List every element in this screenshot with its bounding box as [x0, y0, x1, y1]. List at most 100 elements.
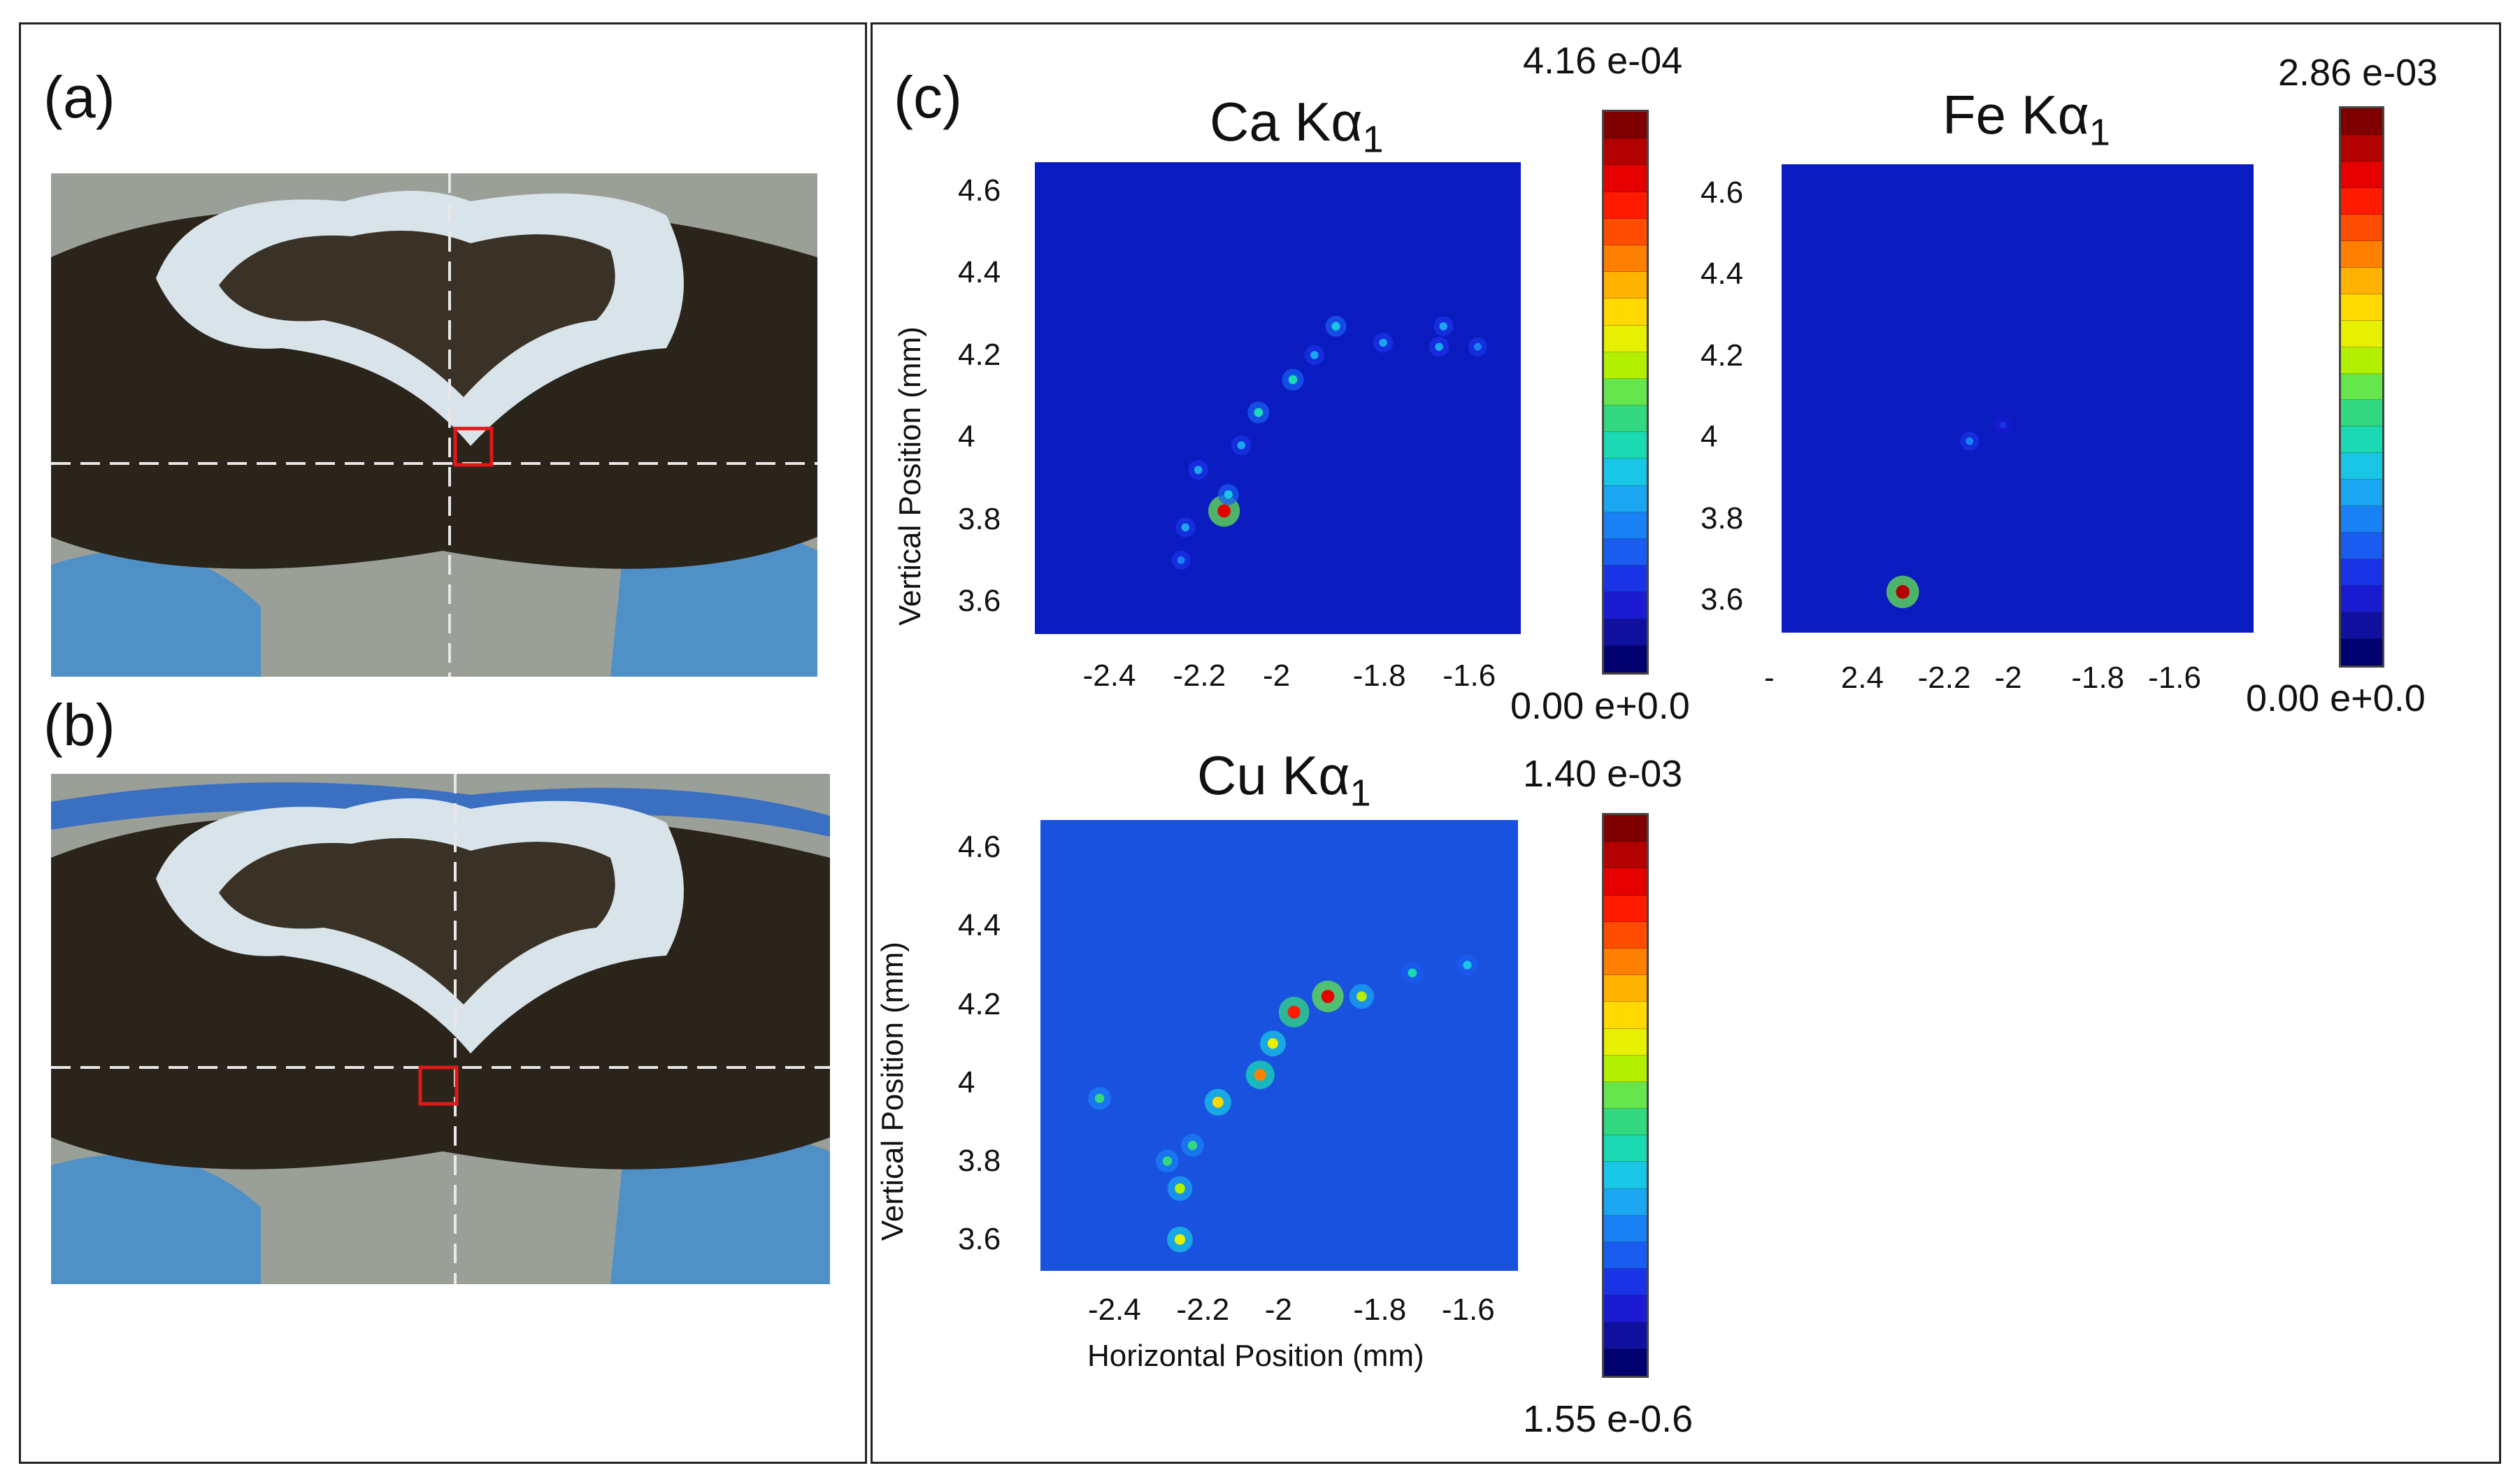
photo-b	[51, 774, 830, 1284]
x-tick-label: -2.2	[1176, 1293, 1230, 1327]
hotspot-point	[1267, 1038, 1279, 1049]
x-tick-label: -1.8	[1352, 659, 1406, 693]
heatmap-canvas	[1035, 162, 1521, 634]
fe-heatmap	[1782, 164, 2254, 633]
hotspot-point	[1254, 408, 1263, 417]
hotspot-point	[1212, 1096, 1224, 1108]
hotspot-point	[1224, 490, 1233, 499]
heatmap-background	[1782, 164, 2254, 633]
x-tick-label: -2.4	[1087, 1293, 1141, 1327]
hotspot-point	[1435, 343, 1443, 351]
y-tick-label: 3.8	[958, 501, 1001, 536]
photo-a-image	[51, 173, 817, 677]
colorbar-step	[2341, 161, 2382, 188]
colorbar-step	[1604, 272, 1647, 299]
colorbar-step	[2341, 559, 2382, 587]
hotspot-point	[1174, 1234, 1186, 1245]
y-tick-label: 4.2	[958, 986, 1001, 1021]
y-tick-label: 4.2	[1701, 338, 1744, 373]
y-tick-label: 4.2	[958, 337, 1001, 372]
x-tick-label: 2.4	[1840, 661, 1884, 695]
colorbar-step	[1604, 815, 1647, 842]
x-tick-label: -2.4	[1082, 659, 1136, 693]
ca-colorbar-min: 0.00 e+0.0	[1510, 685, 1690, 727]
y-tick-label: 4	[958, 419, 975, 454]
hotspot-point	[1254, 1069, 1266, 1081]
hotspot-point	[1473, 343, 1482, 351]
hotspot-point	[1187, 1140, 1198, 1151]
colorbar-step	[1604, 1269, 1647, 1296]
ca-ylabel: Vertical Position (mm)	[893, 326, 927, 626]
colorbar-step	[1604, 405, 1647, 433]
colorbar-step	[1604, 112, 1647, 139]
ca-colorbar	[1602, 110, 1649, 675]
hotspot-point	[1439, 322, 1448, 331]
colorbar-step	[1604, 1242, 1647, 1269]
fe-colorbar-max: 2.86 e-03	[2278, 52, 2438, 94]
hotspot-point	[1194, 466, 1203, 475]
y-tick-label: 4.6	[958, 173, 1001, 208]
colorbar-step	[1604, 378, 1647, 406]
colorbar-step	[2341, 294, 2382, 321]
hotspot-point	[1287, 1005, 1301, 1019]
colorbar-step	[1604, 868, 1647, 895]
colorbar-step	[1604, 975, 1647, 1002]
colorbar-step	[1604, 218, 1647, 245]
x-tick-label: -	[1763, 661, 1775, 695]
hotspot-point	[1463, 960, 1472, 970]
hotspot-point	[1321, 989, 1335, 1003]
hotspot-point	[1966, 437, 1974, 445]
ca-title-text: Ca Kα	[1210, 91, 1363, 152]
x-tick-label: -2	[1263, 659, 1291, 693]
colorbar-step	[1604, 842, 1647, 869]
colorbar-step	[2341, 347, 2382, 374]
hotspot-point	[1288, 375, 1298, 384]
y-tick-label: 3.8	[958, 1143, 1001, 1178]
hotspot-point	[1181, 523, 1190, 532]
colorbar-step	[2341, 506, 2382, 533]
cu-colorbar-max: 1.40 e-03	[1523, 753, 1683, 795]
cu-title-sub: 1	[1350, 772, 1371, 814]
x-tick-label: -2.2	[1917, 661, 1971, 695]
colorbar-step	[1604, 138, 1647, 166]
cu-colorbar	[1602, 813, 1649, 1378]
colorbar-step	[2341, 586, 2382, 613]
colorbar-step	[1604, 459, 1647, 486]
cu-xlabel: Horizontal Position (mm)	[1087, 1339, 1424, 1373]
colorbar-step	[1604, 298, 1647, 326]
fe-title-text: Fe Kα	[1942, 84, 2089, 145]
y-tick-label: 4	[958, 1065, 975, 1100]
panel-label-a: (a)	[43, 64, 115, 130]
hotspot-point	[1379, 338, 1387, 347]
colorbar-step	[1604, 566, 1647, 593]
colorbar-step	[2341, 400, 2382, 427]
colorbar-step	[1604, 619, 1647, 646]
hotspot-point	[1408, 968, 1417, 978]
ca-heatmap	[1035, 162, 1521, 634]
colorbar-step	[2341, 108, 2382, 135]
colorbar-step	[1604, 1028, 1647, 1056]
heatmap-canvas	[1782, 164, 2254, 633]
hotspot-point	[1175, 1183, 1185, 1194]
colorbar-step	[1604, 1081, 1647, 1109]
colorbar-step	[1604, 1135, 1647, 1163]
colorbar-step	[2341, 240, 2382, 268]
y-tick-label: 4	[1701, 419, 1718, 454]
cu-ylabel: Vertical Position (mm)	[875, 942, 910, 1241]
cu-heatmap	[1040, 820, 1518, 1271]
colorbar-step	[1604, 352, 1647, 379]
fe-colorbar-min: 0.00 e+0.0	[2246, 677, 2426, 719]
colorbar-step	[2341, 533, 2382, 560]
colorbar-step	[1604, 921, 1647, 949]
y-tick-label: 4.4	[1701, 257, 1744, 292]
x-tick-label: -1.8	[2071, 661, 2125, 695]
colorbar-step	[1604, 432, 1647, 459]
hotspot-point	[1896, 585, 1910, 599]
hotspot-point	[1177, 556, 1185, 564]
hotspot-point	[1094, 1093, 1105, 1103]
colorbar-step	[1604, 192, 1647, 219]
hotspot-point	[1310, 351, 1319, 359]
x-tick-label: -1.6	[1441, 1293, 1495, 1327]
y-tick-label: 3.6	[958, 584, 1001, 619]
x-tick-label: -2	[1264, 1293, 1293, 1327]
